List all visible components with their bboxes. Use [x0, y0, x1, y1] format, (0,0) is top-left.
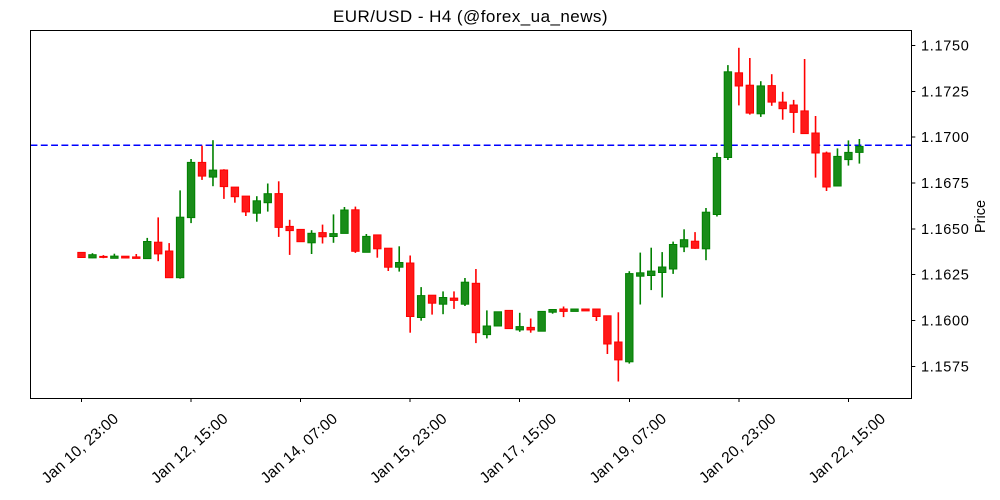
svg-text:1.1650: 1.1650 — [921, 222, 970, 238]
svg-text:1.1600: 1.1600 — [921, 314, 970, 330]
svg-text:1.1575: 1.1575 — [921, 360, 970, 376]
svg-text:EUR/USD - H4 (@forex_ua_news): EUR/USD - H4 (@forex_ua_news) — [333, 7, 608, 26]
svg-text:1.1750: 1.1750 — [921, 39, 970, 55]
svg-text:Price: Price — [973, 200, 989, 233]
svg-text:1.1625: 1.1625 — [921, 268, 970, 284]
svg-text:1.1675: 1.1675 — [921, 176, 970, 192]
svg-text:1.1700: 1.1700 — [921, 130, 970, 146]
svg-text:1.1725: 1.1725 — [921, 85, 970, 101]
